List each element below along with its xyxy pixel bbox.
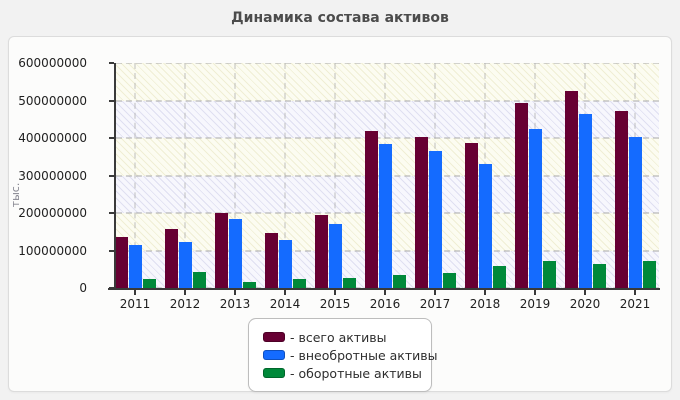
legend-swatch-icon <box>263 350 285 360</box>
legend: - всего активы - внеобротные активы - обор… <box>248 318 438 392</box>
x-tick-label-2017: 2017 <box>419 297 451 311</box>
bar-всего-активы-2020 <box>564 91 578 288</box>
bar-внеобротные-активы-2011 <box>128 244 142 288</box>
chart-title: Динамика состава активов <box>231 10 449 26</box>
bar-всего-активы-2012 <box>164 228 178 288</box>
x-tick-mark <box>284 290 286 295</box>
x-axis-line <box>108 288 660 290</box>
bar-всего-активы-2018 <box>464 142 478 288</box>
bar-оборотные-активы-2021 <box>642 260 656 288</box>
v-gridline <box>334 63 336 288</box>
bar-внеобротные-активы-2016 <box>378 143 392 288</box>
y-tick-mark <box>109 62 114 64</box>
x-tick-label-2021: 2021 <box>619 297 651 311</box>
bar-внеобротные-активы-2015 <box>328 223 342 288</box>
bar-оборотные-активы-2013 <box>242 281 256 288</box>
v-gridline <box>234 63 236 288</box>
plot-band <box>116 63 659 101</box>
bar-оборотные-активы-2012 <box>192 272 206 288</box>
x-tick-mark <box>384 290 386 295</box>
h-gridline <box>116 63 659 64</box>
chart-panel: тыс. 0 100000000 200000000 300000000 4000000… <box>8 36 672 392</box>
v-gridline <box>184 63 186 288</box>
x-tick-label-2011: 2011 <box>119 297 151 311</box>
y-tick-mark <box>109 212 114 214</box>
bar-внеобротные-активы-2017 <box>428 151 442 288</box>
y-tick-label: 600000000 <box>18 56 87 70</box>
x-tick-mark <box>484 290 486 295</box>
bar-оборотные-активы-2015 <box>342 278 356 288</box>
y-tick-label: 400000000 <box>18 131 87 145</box>
y-tick-mark <box>109 174 114 177</box>
y-axis-line <box>114 63 116 290</box>
bar-всего-активы-2017 <box>414 137 428 288</box>
y-tick-label: 100000000 <box>18 243 87 258</box>
legend-swatch-icon <box>263 332 285 342</box>
bar-внеобротные-активы-2012 <box>178 242 192 288</box>
bar-внеобротные-активы-2021 <box>628 137 642 288</box>
x-tick-mark <box>234 290 236 295</box>
y-tick-label: 500000000 <box>18 93 87 108</box>
x-tick-label-2012: 2012 <box>169 297 201 311</box>
y-axis-title: тыс. <box>8 182 22 208</box>
bar-всего-активы-2019 <box>514 103 528 288</box>
x-tick-label-2013: 2013 <box>219 297 251 311</box>
legend-label: - оборотные активы <box>290 365 422 381</box>
y-tick-label: 300000000 <box>18 168 87 183</box>
bar-оборотные-активы-2020 <box>592 264 606 288</box>
bar-оборотные-активы-2011 <box>142 278 156 288</box>
y-tick-mark <box>109 287 114 289</box>
plot-area <box>116 63 659 288</box>
x-tick-label-2014: 2014 <box>269 297 301 311</box>
bar-всего-активы-2013 <box>214 213 228 288</box>
x-tick-mark <box>334 290 336 295</box>
x-tick-mark <box>184 290 186 295</box>
y-tick-mark <box>109 137 114 139</box>
bar-всего-активы-2015 <box>314 214 328 288</box>
x-tick-label-2015: 2015 <box>319 297 351 311</box>
y-tick-label: 200000000 <box>18 206 87 220</box>
y-tick-mark <box>109 249 114 252</box>
x-tick-label-2019: 2019 <box>519 297 551 311</box>
legend-label: - внеобротные активы <box>290 347 438 363</box>
y-tick-label: 0 <box>79 281 87 295</box>
bar-оборотные-активы-2018 <box>492 265 506 288</box>
x-tick-mark <box>634 290 636 295</box>
bar-всего-активы-2014 <box>264 233 278 288</box>
bar-внеобротные-активы-2013 <box>228 219 242 288</box>
bar-оборотные-активы-2016 <box>392 274 406 288</box>
v-gridline <box>134 63 136 288</box>
legend-item: - всего активы <box>263 328 431 346</box>
x-tick-label-2016: 2016 <box>369 297 401 311</box>
v-gridline <box>284 63 286 288</box>
bar-внеобротные-активы-2014 <box>278 240 292 288</box>
x-tick-mark <box>534 290 536 295</box>
bar-оборотные-активы-2014 <box>292 279 306 288</box>
x-tick-label-2018: 2018 <box>469 297 501 311</box>
bar-внеобротные-активы-2018 <box>478 163 492 288</box>
legend-item: - внеобротные активы <box>263 346 438 364</box>
h-gridline <box>116 137 659 139</box>
legend-label: - всего активы <box>290 329 387 345</box>
bar-оборотные-активы-2017 <box>442 273 456 288</box>
bar-внеобротные-активы-2020 <box>578 113 592 288</box>
legend-item: - оборотные активы <box>263 364 431 382</box>
legend-swatch-icon <box>263 368 285 378</box>
bar-всего-активы-2016 <box>364 131 378 288</box>
h-gridline <box>116 99 659 102</box>
x-tick-mark <box>584 290 586 295</box>
bar-внеобротные-активы-2019 <box>528 129 542 288</box>
bar-всего-активы-2021 <box>614 111 628 288</box>
x-tick-label-2020: 2020 <box>569 297 601 311</box>
x-tick-mark <box>434 290 436 295</box>
bar-оборотные-активы-2019 <box>542 261 556 288</box>
bar-всего-активы-2011 <box>116 236 128 288</box>
x-tick-mark <box>134 290 136 295</box>
y-tick-mark <box>109 99 114 102</box>
